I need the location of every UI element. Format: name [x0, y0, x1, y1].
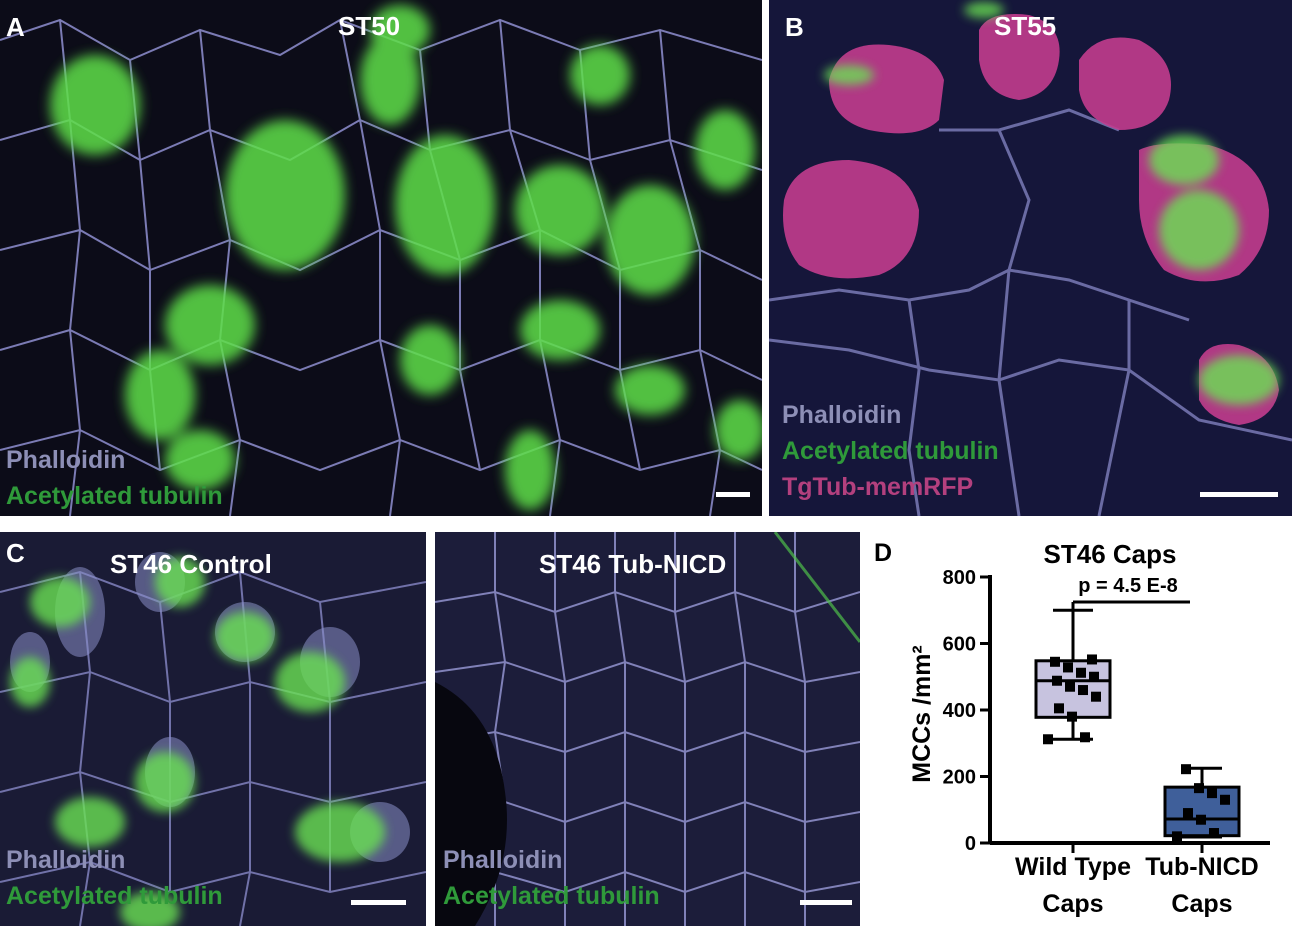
panel-b-micrograph: [769, 0, 1292, 516]
cell-boundaries: [769, 108, 1292, 516]
chart-boxes: [1034, 608, 1241, 839]
p-value-label: p = 4.5 E-8: [1078, 575, 1178, 597]
data-point: [1220, 794, 1230, 805]
data-point: [1076, 667, 1086, 678]
panel-c2-micrograph: [435, 532, 860, 926]
y-tick-label: 800: [943, 567, 976, 589]
data-point: [1183, 808, 1193, 819]
cilia-tufts: [10, 557, 385, 926]
panel-b-legend: Phalloidin Acetylated tubulin TgTub-memR…: [782, 397, 999, 505]
data-point: [1080, 732, 1090, 743]
data-point: [1087, 654, 1097, 665]
panel-c-micrograph: [0, 532, 426, 926]
x-category-label: Tub-NICD: [1145, 853, 1258, 881]
panel-c-title: ST46 Control: [110, 549, 272, 579]
panel-b-scale-bar: [1200, 492, 1278, 497]
cilia-strand: [773, 532, 860, 643]
panel-c2-title: ST46 Tub-NICD: [539, 549, 727, 579]
panel-c-legend: Phalloidin Acetylated tubulin: [6, 842, 223, 914]
y-axis-label: MCCs /mm²: [908, 645, 936, 783]
y-tick-label: 400: [943, 700, 976, 722]
cilia-tufts: [50, 5, 762, 510]
data-point: [1196, 814, 1206, 825]
box-iqr: [1163, 785, 1241, 838]
panel-a-letter: A: [6, 12, 25, 42]
data-point: [1050, 656, 1060, 667]
panel-a-scale-bar: [716, 492, 750, 497]
data-point: [1089, 671, 1099, 682]
x-category-label: Caps: [1171, 890, 1232, 918]
data-point: [1207, 788, 1217, 799]
x-category-label: Wild Type: [1015, 853, 1131, 881]
legend-phalloidin: Phalloidin: [782, 401, 902, 429]
panel-d-box-plot: D ST46 Caps MCCs /mm² 0 200 400 600 800 p = …: [860, 532, 1292, 926]
chart-axes: 0 200 400 600 800: [943, 567, 1270, 855]
legend-phalloidin: Phalloidin: [443, 846, 563, 874]
data-point: [1043, 734, 1053, 745]
legend-phalloidin: Phalloidin: [6, 446, 126, 474]
legend-acetylated-tubulin: Acetylated tubulin: [6, 882, 223, 910]
panel-a-st50: A ST50 Phalloidin Acetylated tubulin: [0, 0, 762, 516]
legend-acetylated-tubulin: Acetylated tubulin: [6, 482, 223, 510]
y-tick-label: 600: [943, 634, 976, 656]
panel-c-scale-bar: [351, 900, 406, 905]
cilia-tufts: [824, 2, 1279, 405]
panel-c-st46-control: C ST46 Control Phalloidin Acetylated tub…: [0, 532, 426, 926]
panel-c2-legend: Phalloidin Acetylated tubulin: [443, 842, 660, 914]
data-point: [1181, 764, 1191, 775]
data-point: [1054, 703, 1064, 714]
panel-c-letter: C: [6, 538, 25, 568]
panel-d-chart-svg: D ST46 Caps MCCs /mm² 0 200 400 600 800 p = …: [874, 539, 1270, 918]
data-point: [1091, 691, 1101, 702]
significance-annotation: p = 4.5 E-8: [1071, 575, 1190, 614]
data-point: [1172, 831, 1182, 842]
chart-points: [1043, 654, 1230, 842]
panel-a-micrograph: [0, 0, 762, 516]
panel-c-st46-tub-nicd: ST46 Tub-NICD Phalloidin Acetylated tubu…: [435, 532, 860, 926]
panel-a-legend: Phalloidin Acetylated tubulin: [6, 442, 223, 514]
chart-title: ST46 Caps: [1044, 539, 1177, 569]
y-tick-label: 200: [943, 767, 976, 789]
data-point: [1067, 711, 1077, 722]
panel-c2-scale-bar: [800, 900, 852, 905]
legend-phalloidin: Phalloidin: [6, 846, 126, 874]
panel-d-letter: D: [874, 539, 892, 567]
x-category-labels: Wild Type Caps Tub-NICD Caps: [1015, 853, 1259, 918]
legend-acetylated-tubulin: Acetylated tubulin: [782, 437, 999, 465]
x-category-label: Caps: [1042, 890, 1103, 918]
y-tick-label: 0: [965, 833, 976, 855]
dark-fold: [435, 682, 507, 926]
panel-a-title: ST50: [338, 11, 401, 41]
panel-b-letter: B: [785, 12, 804, 42]
data-point: [1078, 685, 1088, 696]
data-point: [1063, 662, 1073, 673]
legend-tgtub-memrfp: TgTub-memRFP: [782, 473, 974, 501]
data-point: [1052, 675, 1062, 686]
data-point: [1065, 681, 1075, 692]
data-point: [1209, 828, 1219, 839]
legend-acetylated-tubulin: Acetylated tubulin: [443, 882, 660, 910]
panel-b-st55: B ST55 Phalloidin Acetylated tubulin TgT…: [769, 0, 1292, 516]
data-point: [1194, 783, 1204, 794]
panel-b-title: ST55: [994, 11, 1057, 41]
